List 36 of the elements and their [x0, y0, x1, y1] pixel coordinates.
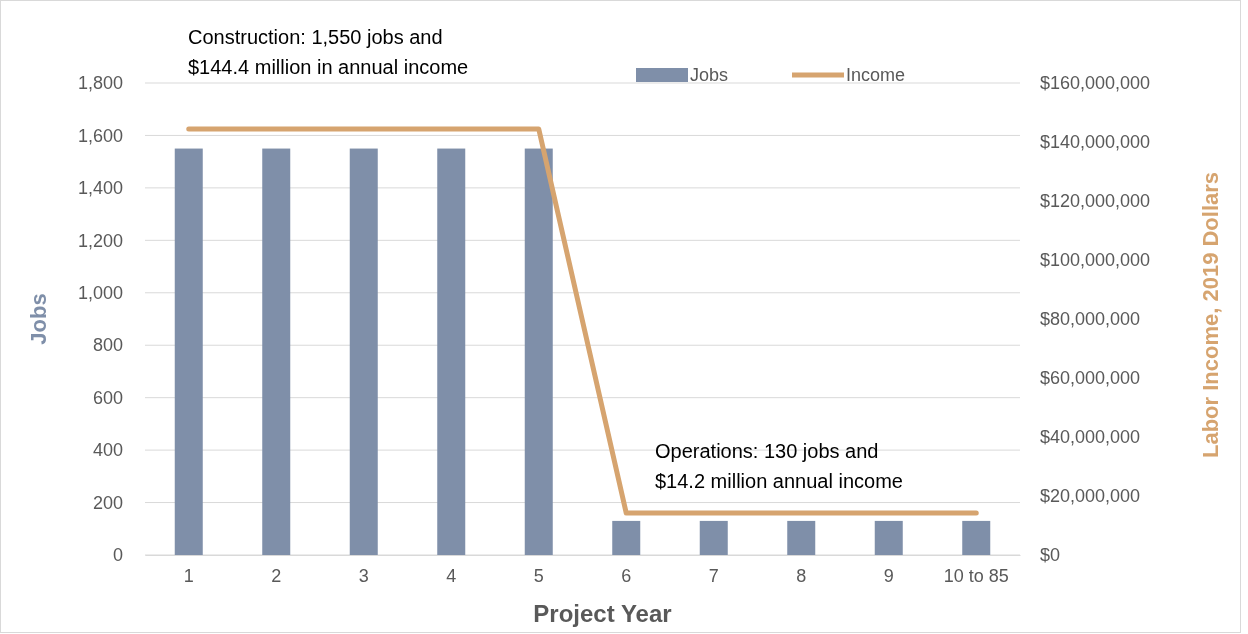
- y-tick-label: 800: [92, 335, 123, 356]
- x-tick-label: 8: [796, 565, 807, 586]
- x-tick-label: 10 to 85: [943, 565, 1009, 586]
- y-tick-label: 1,200: [77, 230, 123, 251]
- x-tick-label: 5: [533, 565, 544, 586]
- x-tick-label: 3: [358, 565, 369, 586]
- x-tick-label: 4: [446, 565, 457, 586]
- y-tick-label: 200: [92, 492, 123, 513]
- y2-tick-label: $140,000,000: [1040, 132, 1151, 153]
- y2-tick-label: $0: [1040, 545, 1061, 566]
- annotation: Operations: 130 jobs and $14.2 million annual income: [655, 440, 903, 492]
- x-axis-title: Project Year: [533, 600, 672, 627]
- x-tick-label: 6: [621, 565, 632, 586]
- y2-tick-label: $100,000,000: [1040, 250, 1151, 271]
- y-tick-label: 0: [112, 545, 123, 566]
- y-axis-title: Jobs: [26, 293, 51, 345]
- y2-axis-title: Labor Income, 2019 Dollars: [1198, 171, 1223, 459]
- legend-label: Jobs: [690, 65, 729, 85]
- y2-tick-label: $20,000,000: [1040, 486, 1141, 507]
- legend-label: Income: [846, 65, 906, 85]
- y2-tick-label: $60,000,000: [1040, 368, 1141, 389]
- x-tick-label: 1: [183, 565, 194, 586]
- y2-tick-label: $160,000,000: [1040, 73, 1151, 94]
- text: Construction: 1,550 jobs and $144.4 million in annual income: [188, 26, 469, 78]
- y-tick-label: 1,000: [77, 283, 123, 304]
- y2-tick-label: $120,000,000: [1040, 191, 1151, 212]
- y-tick-label: 1,400: [77, 178, 123, 199]
- y2-tick-label: $80,000,000: [1040, 309, 1141, 330]
- y-tick-label: 1,800: [77, 73, 123, 94]
- y-tick-label: 600: [92, 387, 123, 408]
- y2-tick-label: $40,000,000: [1040, 427, 1141, 448]
- x-tick-label: 9: [883, 565, 894, 586]
- x-tick-label: 7: [708, 565, 719, 586]
- x-tick-label: 2: [271, 565, 282, 586]
- y-tick-label: 400: [92, 440, 123, 461]
- y-tick-label: 1,600: [77, 125, 123, 146]
